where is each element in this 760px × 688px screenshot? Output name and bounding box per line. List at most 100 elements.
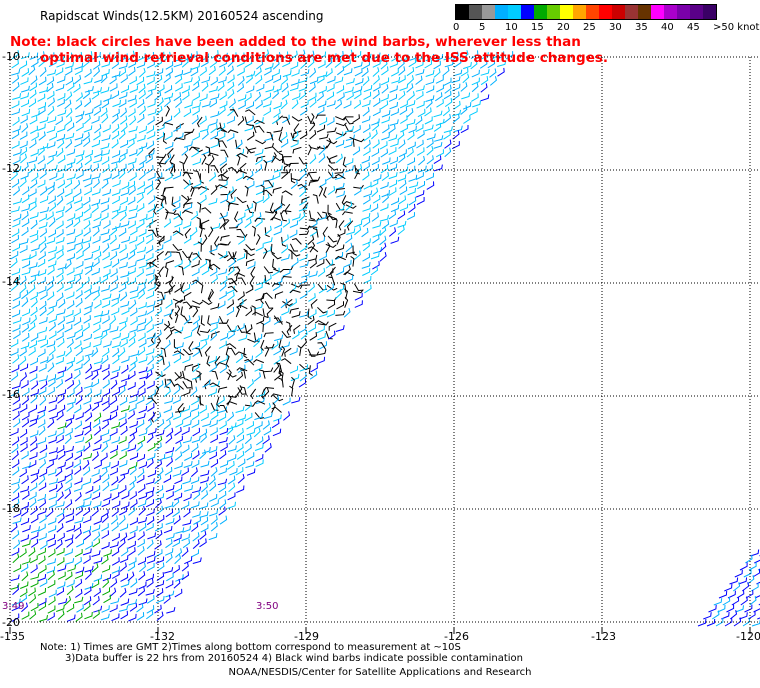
wind-barb [245, 74, 253, 84]
wind-barb [174, 283, 182, 293]
wind-barb [29, 404, 38, 413]
wind-barb [297, 183, 308, 190]
wind-barb [155, 244, 164, 253]
wind-barb [190, 51, 198, 60]
wind-barb [11, 436, 20, 446]
wind-barb [13, 213, 22, 222]
wind-barb [22, 490, 30, 500]
wind-barb [158, 266, 165, 277]
wind-barb [425, 53, 435, 62]
wind-barb [731, 596, 740, 606]
wind-barb [47, 525, 57, 533]
wind-barb [388, 124, 396, 134]
wind-barb [208, 172, 217, 182]
wind-barb [253, 372, 261, 382]
wind-barb [102, 573, 112, 582]
wind-barb [101, 364, 110, 373]
wind-barb [29, 373, 38, 382]
wind-barb [38, 213, 47, 222]
wind-barb [154, 306, 162, 317]
wind-barb [164, 501, 174, 509]
wind-barb [712, 610, 720, 620]
wind-barb [39, 169, 47, 179]
wind-barb [382, 193, 389, 204]
wind-barb [172, 298, 184, 303]
wind-barb [334, 99, 343, 110]
wind-barb [362, 147, 371, 156]
wind-barb [264, 402, 271, 413]
wind-barb [73, 317, 82, 326]
wind-barb [12, 156, 21, 165]
wind-barb [127, 94, 137, 102]
wind-barb [290, 132, 298, 142]
wind-barb [172, 196, 181, 205]
wind-barb [128, 434, 136, 444]
wind-barb [30, 380, 39, 390]
wind-barb [83, 187, 92, 196]
wind-barb [39, 236, 47, 246]
wind-barb [93, 605, 103, 613]
wind-barb [175, 406, 185, 413]
wind-barb [73, 484, 83, 492]
wind-barb [192, 251, 200, 261]
wind-barb [433, 110, 443, 118]
wind-barb [49, 172, 58, 181]
wind-barb [273, 317, 283, 325]
wind-barb [112, 387, 121, 397]
wind-barb [193, 170, 201, 180]
wind-barb [118, 67, 127, 77]
wind-barb [209, 427, 218, 436]
wind-barb [318, 252, 327, 261]
wind-barb [200, 460, 210, 468]
wind-barb [255, 234, 261, 245]
wind-barb [272, 267, 280, 277]
wind-barb [164, 85, 173, 94]
wind-barb [470, 50, 479, 60]
wind-barb [201, 219, 210, 228]
wind-barb [227, 196, 236, 205]
wind-barb [156, 131, 165, 141]
wind-barb [75, 261, 84, 269]
wind-barb [199, 93, 208, 102]
wind-barb [66, 317, 75, 324]
wind-barb [173, 137, 185, 142]
legend-swatch [456, 5, 469, 19]
wind-barb [39, 565, 47, 574]
legend-swatch [469, 5, 482, 19]
wind-barb [263, 107, 271, 116]
wind-barb [55, 173, 64, 181]
wind-barb [254, 412, 265, 420]
wind-barb [334, 173, 346, 180]
wind-barb [66, 579, 75, 588]
wind-barb [226, 425, 234, 436]
wind-barb [246, 211, 254, 221]
wind-barb [37, 335, 47, 342]
wind-barb [148, 229, 157, 238]
wind-barb [64, 534, 74, 542]
wind-barb [190, 501, 200, 509]
wind-barb [146, 76, 155, 85]
wind-barb [119, 317, 128, 325]
wind-barb [56, 308, 66, 316]
wind-barb [345, 49, 353, 60]
wind-barb [118, 515, 126, 525]
wind-barb [372, 67, 380, 77]
wind-barb [92, 276, 101, 286]
wind-barb [129, 452, 139, 461]
wind-barb [172, 230, 184, 236]
wind-barb [145, 154, 153, 164]
wind-barb [29, 230, 39, 238]
wind-barb [372, 260, 380, 270]
wind-barb [426, 181, 435, 190]
wind-barb [300, 69, 310, 77]
wind-barb [406, 83, 414, 93]
wind-barb [168, 284, 176, 295]
wind-barb [191, 419, 200, 429]
wind-barb [254, 283, 263, 292]
wind-barb [166, 412, 174, 422]
wind-barb [318, 284, 327, 294]
wind-barb [207, 315, 212, 326]
wind-barb [47, 386, 55, 396]
wind-barb [220, 275, 228, 285]
wind-barb [46, 82, 54, 93]
